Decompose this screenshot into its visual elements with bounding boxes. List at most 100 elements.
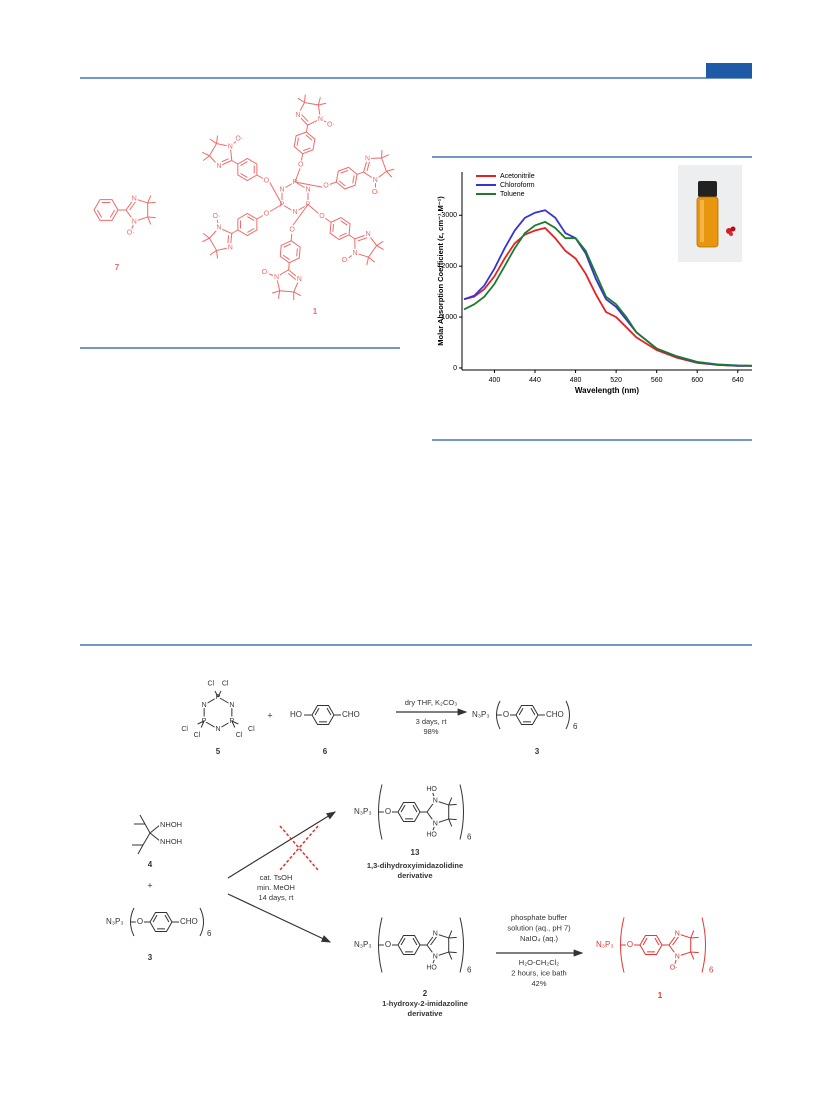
compound-name: 1,3-dihydroxyimidazolidine bbox=[367, 861, 463, 870]
atom-label: N bbox=[216, 163, 221, 170]
reaction-condition: 42% bbox=[531, 979, 546, 988]
atom-label: O bbox=[323, 183, 329, 190]
x-tick-label: 560 bbox=[651, 377, 663, 384]
bond bbox=[278, 291, 279, 299]
bond bbox=[148, 217, 156, 218]
bond bbox=[203, 233, 209, 238]
bond bbox=[303, 148, 310, 151]
atom-label: O bbox=[264, 210, 270, 217]
ring bbox=[126, 199, 148, 222]
bond bbox=[295, 168, 300, 182]
bond bbox=[288, 273, 295, 279]
bond bbox=[449, 798, 452, 805]
bond bbox=[297, 248, 298, 256]
bond bbox=[217, 250, 218, 258]
atom-label: 6 bbox=[207, 929, 212, 938]
atom-label: N bbox=[373, 177, 378, 184]
atom-label: O bbox=[298, 161, 304, 168]
bond bbox=[386, 171, 391, 177]
bond bbox=[232, 230, 238, 234]
bond bbox=[386, 169, 394, 171]
bond bbox=[301, 114, 308, 121]
atom-label: N bbox=[297, 276, 302, 283]
bond bbox=[308, 205, 319, 214]
atom-label: N bbox=[366, 231, 371, 238]
bond bbox=[301, 154, 302, 161]
atom-label: O bbox=[627, 940, 633, 949]
atom-label: Cl bbox=[236, 732, 243, 739]
bond bbox=[210, 139, 217, 144]
bond bbox=[449, 952, 457, 953]
bracket bbox=[460, 785, 464, 840]
bond bbox=[232, 161, 238, 165]
bond bbox=[210, 250, 217, 255]
atom-label: N bbox=[318, 116, 323, 123]
bracket bbox=[460, 918, 464, 973]
bond bbox=[377, 246, 384, 250]
ring bbox=[282, 182, 308, 212]
bond bbox=[353, 175, 354, 183]
bond bbox=[148, 217, 151, 224]
x-tick-label: 520 bbox=[610, 377, 622, 384]
bond bbox=[325, 218, 331, 222]
bond bbox=[358, 238, 367, 241]
compound-number: 3 bbox=[535, 747, 540, 756]
atom-label: Cl bbox=[248, 726, 255, 733]
atom-label: HO bbox=[426, 832, 437, 839]
reaction-condition: 2 hours, ice bath bbox=[511, 968, 566, 977]
atom-label: N₃P₃ bbox=[472, 710, 490, 719]
compound-name: 1-hydroxy-2-imidazoline bbox=[382, 999, 468, 1008]
atom-label: O bbox=[137, 917, 143, 926]
bond bbox=[449, 952, 452, 959]
atom-label: O· bbox=[342, 257, 350, 264]
bond bbox=[691, 952, 699, 953]
bond bbox=[449, 937, 457, 938]
atom-label: N bbox=[202, 702, 207, 709]
bond bbox=[377, 241, 384, 245]
bond bbox=[357, 172, 364, 174]
bond bbox=[318, 97, 320, 105]
atom-label: N bbox=[215, 726, 220, 733]
reaction-condition: 14 days, rt bbox=[258, 893, 294, 902]
bond bbox=[138, 845, 143, 854]
compound-number: 7 bbox=[115, 263, 120, 272]
ring bbox=[427, 934, 449, 957]
atom-label: O bbox=[385, 807, 391, 816]
atom-label: N bbox=[132, 195, 137, 202]
bond bbox=[304, 95, 305, 103]
atom-label: 6 bbox=[573, 722, 578, 731]
bond bbox=[341, 170, 348, 173]
compound-number: 6 bbox=[323, 747, 328, 756]
y-axis-label: Molar Absorption Coefficient (ε, cm⁻¹.M⁻… bbox=[436, 196, 445, 346]
bond bbox=[367, 161, 370, 170]
compound-number: 1 bbox=[658, 991, 663, 1000]
atom-label: Cl bbox=[222, 681, 229, 688]
bond bbox=[203, 156, 209, 161]
atom-label: N₃P₃ bbox=[106, 917, 124, 926]
atom-label: N₃P₃ bbox=[354, 807, 372, 816]
bond bbox=[449, 819, 452, 826]
plus-sign: + bbox=[267, 710, 272, 720]
bond bbox=[150, 833, 160, 841]
atom-label: O bbox=[319, 213, 325, 220]
bracket bbox=[566, 701, 570, 729]
atom-label: N bbox=[279, 186, 284, 193]
atom-label: N bbox=[433, 953, 438, 960]
atom-label: NHOH bbox=[160, 837, 182, 846]
atom-label: N bbox=[433, 797, 438, 804]
bracket bbox=[702, 918, 706, 973]
atom-label: 6 bbox=[709, 966, 714, 975]
x-tick-label: 440 bbox=[529, 377, 541, 384]
compound-number: 2 bbox=[423, 989, 428, 998]
reaction-condition: dry THF, K₂CO₃ bbox=[405, 698, 458, 707]
atom-label: O· bbox=[327, 121, 335, 128]
bond bbox=[339, 233, 346, 236]
atom-label: N bbox=[274, 274, 279, 281]
atom-label: N bbox=[228, 244, 233, 251]
legend-label: Acetonitrile bbox=[500, 173, 535, 180]
y-tick-label: 0 bbox=[453, 365, 457, 372]
atom-label: NHOH bbox=[160, 820, 182, 829]
x-tick-label: 480 bbox=[570, 377, 582, 384]
atom-label: O· bbox=[262, 269, 270, 276]
